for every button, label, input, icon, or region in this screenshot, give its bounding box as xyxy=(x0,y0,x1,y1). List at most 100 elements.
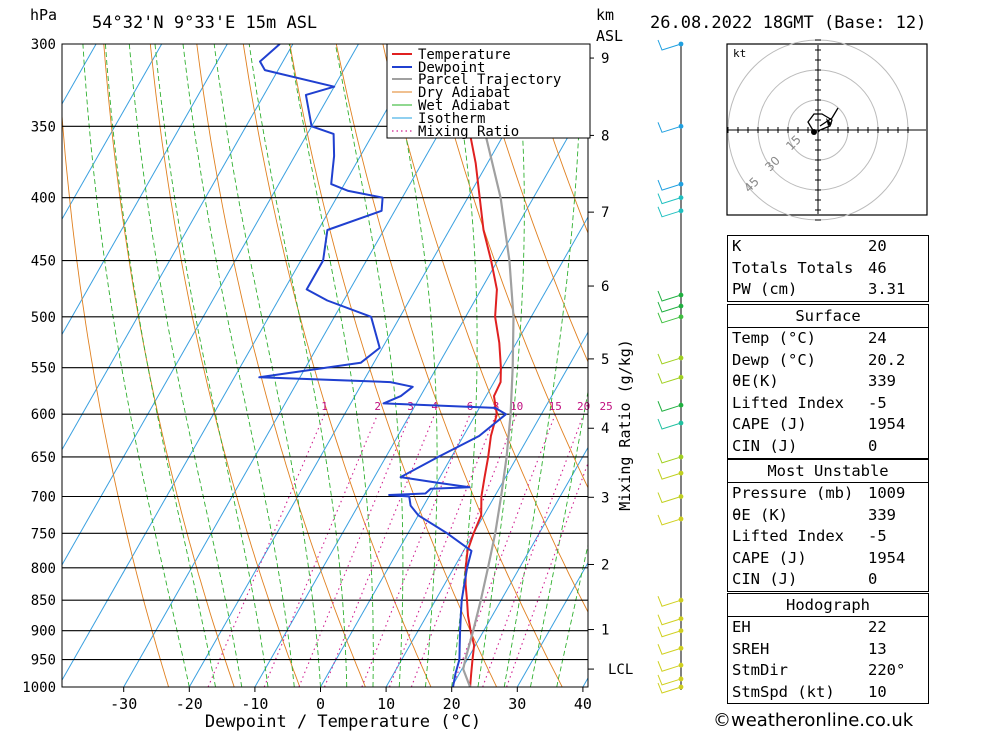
mu-cin-label: CIN (J) xyxy=(732,570,798,589)
mixing-ratio-label: 10 xyxy=(510,400,523,413)
wet-adiabat-line xyxy=(288,44,374,687)
wet-adiabat-line xyxy=(82,44,190,687)
wet-adiabat-line xyxy=(182,44,295,687)
wind-barb xyxy=(657,122,682,133)
wet-adiabat-line xyxy=(334,44,404,687)
stmspd-label: StmSpd (kt) xyxy=(732,682,835,701)
tt-label: Totals Totals xyxy=(732,258,854,277)
pressure-tick-label: 800 xyxy=(31,561,56,577)
surface-title: Surface xyxy=(728,305,928,328)
legend-dry-adiabat: Dry Adiabat xyxy=(418,85,511,101)
mu-cin-value: 0 xyxy=(868,570,878,589)
wind-barb xyxy=(657,373,682,384)
lcl-label: LCL xyxy=(608,662,633,678)
sreh-value: 13 xyxy=(868,639,887,658)
location-title: 54°32'N 9°33'E 15m ASL xyxy=(92,13,317,33)
pressure-axis: 300 350 400 450 500 550 600 650 700 750 800 850 900 9… xyxy=(22,37,56,696)
isotherm-line xyxy=(254,100,588,687)
km-tick-label: 2 xyxy=(601,557,609,573)
km-label: km xyxy=(596,6,614,24)
mixing-ratio-label: 4 xyxy=(431,400,438,413)
mixing-ratio-line xyxy=(298,413,412,687)
x-tick-label: -30 xyxy=(110,695,137,713)
pressure-tick-label: 950 xyxy=(31,653,56,669)
mixing-ratio-line xyxy=(451,414,556,687)
surface-cape-label: CAPE (J) xyxy=(732,415,807,434)
sreh-label: SREH xyxy=(732,639,770,658)
pressure-tick-label: 550 xyxy=(31,361,56,377)
surface-temp-value: 24 xyxy=(868,329,887,347)
wind-barb xyxy=(657,661,682,672)
legend-mixing-ratio: Mixing Ratio xyxy=(418,124,519,140)
dry-adiabat-line xyxy=(335,44,563,687)
x-tick-label: 40 xyxy=(574,695,592,713)
isotherm-line xyxy=(62,44,228,336)
x-tick-label: 10 xyxy=(377,695,395,713)
wind-barb xyxy=(657,179,682,191)
x-tick-label: 30 xyxy=(508,695,526,713)
pressure-tick-label: 600 xyxy=(31,407,56,423)
most-unstable-table: Most Unstable Pressure (mb) 1009 θE (K) 33… xyxy=(727,459,929,592)
most-unstable-title: Most Unstable xyxy=(728,460,928,483)
mixing-ratio-line xyxy=(207,413,326,687)
wind-barb xyxy=(657,353,682,365)
km-tick-label: 7 xyxy=(601,205,609,221)
hodograph-origin-dot xyxy=(811,129,817,135)
legend-wet-adiabat: Wet Adiabat xyxy=(418,98,511,114)
wet-adiabat-line xyxy=(104,44,216,687)
isotherm-line xyxy=(123,44,491,687)
km-tick-label: 1 xyxy=(601,623,609,639)
mixing-ratio-label: 3 xyxy=(407,400,414,413)
legend-isotherm: Isotherm xyxy=(418,111,485,127)
pressure-tick-label: 400 xyxy=(31,191,56,207)
wind-barb xyxy=(657,206,682,218)
isotherm-line xyxy=(516,561,588,687)
surface-dewp-label: Dewp (°C) xyxy=(732,350,816,369)
stmspd-value: 10 xyxy=(868,682,887,701)
series-lines xyxy=(258,44,515,687)
x-tick-label: -10 xyxy=(241,695,268,713)
wind-barb xyxy=(657,614,682,626)
pressure-tick-label: 850 xyxy=(31,593,56,609)
wind-barb xyxy=(657,39,682,51)
isotherm-line xyxy=(62,44,163,221)
surface-li-value: -5 xyxy=(868,393,887,412)
wet-adiabat-line xyxy=(556,543,588,687)
pw-value: 3.31 xyxy=(868,280,906,299)
legend-parcel: Parcel Trajectory xyxy=(418,72,561,88)
wind-barb xyxy=(657,452,682,464)
pressure-tick-label: 650 xyxy=(31,450,56,466)
mixing-ratio-line xyxy=(482,414,585,687)
surface-dewp-value: 20.2 xyxy=(868,350,906,369)
wet-adiabat-line xyxy=(128,44,243,687)
asl-label: ASL xyxy=(596,27,623,45)
isotherm-line xyxy=(451,446,588,687)
surface-table: Surface Temp (°C) 24 Dewp (°C) 20.2 θE(K) 3… xyxy=(727,304,929,459)
isotherm-line xyxy=(62,44,294,451)
wet-adiabat-line xyxy=(213,44,321,687)
pressure-tick-label: 1000 xyxy=(22,680,56,696)
wind-barb xyxy=(657,492,682,504)
surface-temp-label: Temp (°C) xyxy=(732,329,816,347)
surface-li-label: Lifted Index xyxy=(732,393,844,412)
dry-adiabat-line xyxy=(103,44,235,687)
mixing-ratio-line xyxy=(410,414,518,687)
km-tick-label: 8 xyxy=(601,128,609,144)
wet-adiabat-line xyxy=(248,44,348,687)
stmdir-label: StmDir xyxy=(732,661,788,680)
mu-cape-label: CAPE (J) xyxy=(732,548,807,567)
hodograph-unit: kt xyxy=(733,47,746,60)
dewpoint-line xyxy=(258,44,507,687)
wind-level-dot xyxy=(678,645,684,651)
datetime-title: 26.08.2022 18GMT (Base: 12) xyxy=(650,13,926,33)
mixing-ratio-label: 25 xyxy=(600,400,613,413)
surface-cin-label: CIN (J) xyxy=(732,436,798,455)
pw-label: PW (cm) xyxy=(732,280,798,299)
stmdir-value: 220° xyxy=(868,661,906,680)
wind-level-dot xyxy=(678,597,684,603)
mu-theta-value: 339 xyxy=(868,505,896,524)
pressure-tick-label: 350 xyxy=(31,119,56,135)
dry-adiabat-line xyxy=(987,44,1000,687)
